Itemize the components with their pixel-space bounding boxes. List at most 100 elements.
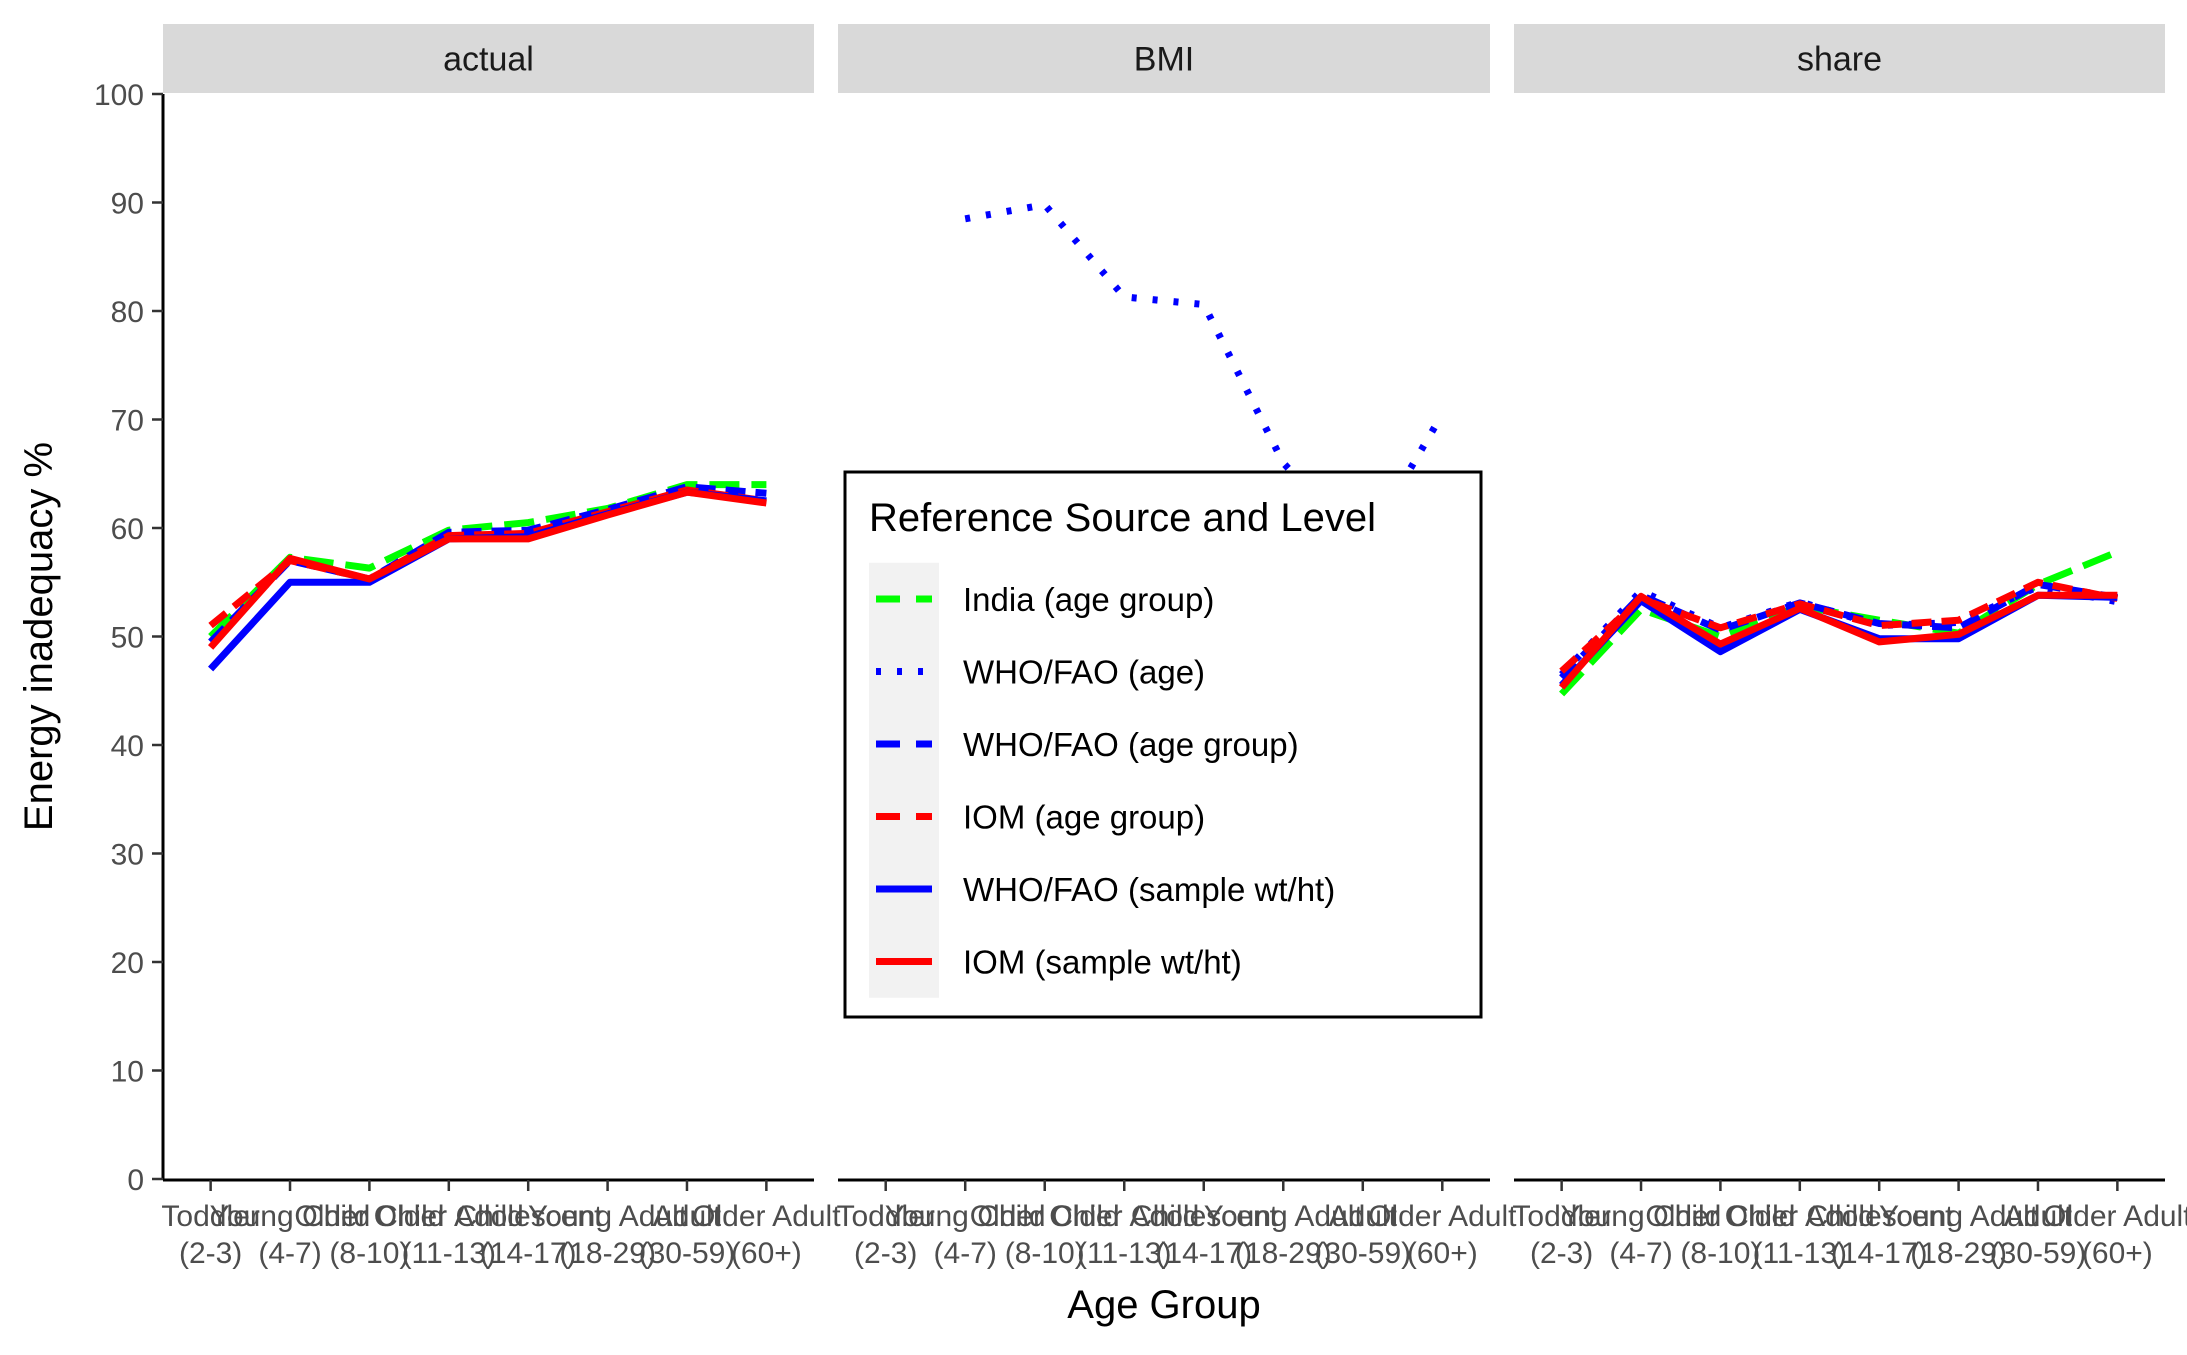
x-tick-label: Adolescent (14-17) (1805, 1200, 1954, 1270)
legend-title: Reference Source and Level (869, 496, 1376, 540)
x-tick-label: Adolescent (14-17) (1130, 1200, 1279, 1270)
x-tick-label-line: (30-59) (639, 1237, 736, 1270)
y-tick-label: 40 (111, 730, 144, 763)
legend-label: WHO/FAO (age) (963, 654, 1205, 691)
x-tick-label: Older Child (11-13) (1725, 1200, 1875, 1270)
x-tick-label-line: Young Child (885, 1200, 1046, 1233)
x-tick-label-line: Young Child (210, 1200, 371, 1233)
x-tick-label-line: Adult (1329, 1200, 1398, 1233)
x-tick-label-line: Older Child (1645, 1200, 1795, 1233)
x-tick-label: Older Child (8-10) (294, 1200, 444, 1270)
x-tick-label: Older Adult (60+) (692, 1200, 841, 1270)
x-tick-label-line: (8-10) (1680, 1237, 1760, 1270)
x-tick-label: Toddler (2-3) (837, 1200, 935, 1270)
x-tick-label: Adult (30-59) (639, 1200, 736, 1270)
x-tick-label: Young Adult (18-29) (1879, 1200, 2039, 1270)
series-line-who-fao-age- (1559, 583, 2119, 677)
legend-label: IOM (sample wt/ht) (963, 944, 1242, 981)
legend-label: India (age group) (963, 581, 1214, 618)
x-tick-label: Toddler (2-3) (1512, 1200, 1610, 1270)
series-line-who-fao-sample-wt-ht- (1559, 591, 2118, 688)
x-tick-label-line: (4-7) (1609, 1237, 1672, 1270)
x-tick-label: Adult (30-59) (1314, 1200, 1411, 1270)
x-tick-label-line: (60+) (731, 1237, 802, 1270)
x-tick-label-line: (4-7) (258, 1237, 321, 1270)
x-tick-label-line: Adult (653, 1200, 722, 1233)
legend-key-background (869, 562, 939, 998)
x-tick-label-line: (60+) (1407, 1237, 1478, 1270)
y-tick-label: 70 (111, 405, 144, 438)
x-tick-label-line: (18-29) (1235, 1237, 1332, 1270)
y-tick-label: 30 (111, 839, 144, 872)
facet-strip-label: share (1797, 41, 1882, 79)
y-tick-label: 0 (127, 1164, 144, 1197)
facet-strip-actual (163, 24, 814, 93)
x-tick-label: Young Child (4-7) (1561, 1200, 1722, 1270)
x-tick-label: Older Child (8-10) (970, 1200, 1120, 1270)
x-tick-label: Older Child (11-13) (1049, 1200, 1199, 1270)
legend-label: WHO/FAO (age group) (963, 726, 1299, 763)
x-tick-label-line: Older Child (1725, 1200, 1875, 1233)
x-tick-label-line: (2-3) (179, 1237, 242, 1270)
facet-strip-BMI (838, 24, 1490, 93)
facet-strip-share (1514, 24, 2165, 93)
x-tick-label-line: (14-17) (1831, 1237, 1928, 1270)
legend-box (843, 470, 1483, 1019)
x-tick-label: Young Adult (18-29) (1204, 1200, 1364, 1270)
x-tick-label-line: (8-10) (1005, 1237, 1085, 1270)
x-tick-label-line: Older Adult (2043, 1200, 2187, 1233)
legend-label: WHO/FAO (sample wt/ht) (963, 871, 1335, 908)
x-tick-label-line: (14-17) (1155, 1237, 1252, 1270)
y-tick-label: 100 (94, 79, 144, 112)
x-tick-label-line: Adolescent (1805, 1200, 1954, 1233)
x-tick-label-line: Toddler (1512, 1200, 1610, 1233)
x-tick-label-line: (30-59) (1314, 1237, 1411, 1270)
x-tick-label-line: (18-29) (1910, 1237, 2007, 1270)
series-line-iom-sample-wt-ht- (1558, 591, 2118, 690)
facet-strip-label: actual (443, 41, 534, 79)
facet-strip-label: BMI (1134, 41, 1194, 79)
x-tick-label: Older Child (8-10) (1645, 1200, 1795, 1270)
x-tick-label-line: (11-13) (1753, 1237, 1847, 1270)
y-tick-label: 90 (111, 188, 144, 221)
y-tick-label: 50 (111, 622, 144, 655)
x-tick-label-line: Toddler (161, 1200, 259, 1233)
x-tick-label: Toddler (2-3) (161, 1200, 259, 1270)
x-tick-label: Young Child (4-7) (885, 1200, 1046, 1270)
x-tick-label-line: Older Child (294, 1200, 444, 1233)
x-tick-label: Young Adult (18-29) (528, 1200, 688, 1270)
x-tick-label-line: (2-3) (1530, 1237, 1593, 1270)
x-tick-label: Older Child (11-13) (374, 1200, 524, 1270)
y-tick-label: 80 (111, 296, 144, 329)
x-tick-label: Older Adult (60+) (1368, 1200, 1517, 1270)
x-tick-label-line: (30-59) (1990, 1237, 2087, 1270)
x-tick-label-line: (2-3) (854, 1237, 917, 1270)
x-tick-label-line: Young Adult (1879, 1200, 2039, 1233)
x-tick-label-line: (8-10) (329, 1237, 409, 1270)
y-tick-label: 60 (111, 513, 144, 546)
y-axis-title: Energy inadequacy % (17, 442, 61, 831)
x-tick-label-line: Adult (2004, 1200, 2073, 1233)
x-tick-label: Older Adult (60+) (2043, 1200, 2187, 1270)
x-tick-label-line: Adolescent (454, 1200, 603, 1233)
x-tick-label-line: Young Adult (528, 1200, 688, 1233)
x-tick-label-line: Older Child (374, 1200, 524, 1233)
y-tick-label: 10 (111, 1056, 144, 1089)
x-tick-label: Adult (30-59) (1990, 1200, 2087, 1270)
x-tick-label: Adolescent (14-17) (454, 1200, 603, 1270)
x-tick-label-line: Older Adult (692, 1200, 841, 1233)
x-tick-label-line: (11-13) (402, 1237, 496, 1270)
x-tick-label-line: Older Child (1049, 1200, 1199, 1233)
x-tick-label-line: Adolescent (1130, 1200, 1279, 1233)
x-tick-label-line: (14-17) (480, 1237, 577, 1270)
x-tick-label-line: Older Child (970, 1200, 1120, 1233)
x-tick-label-line: (60+) (2082, 1237, 2153, 1270)
series-line-iom-sample-wt-ht- (207, 488, 767, 650)
legend-label: IOM (age group) (963, 799, 1205, 836)
x-axis-title: Age Group (1067, 1283, 1260, 1327)
x-tick-label-line: Young Child (1561, 1200, 1722, 1233)
x-tick-label-line: (18-29) (559, 1237, 656, 1270)
series-line-who-fao-sample-wt-ht- (208, 488, 767, 672)
